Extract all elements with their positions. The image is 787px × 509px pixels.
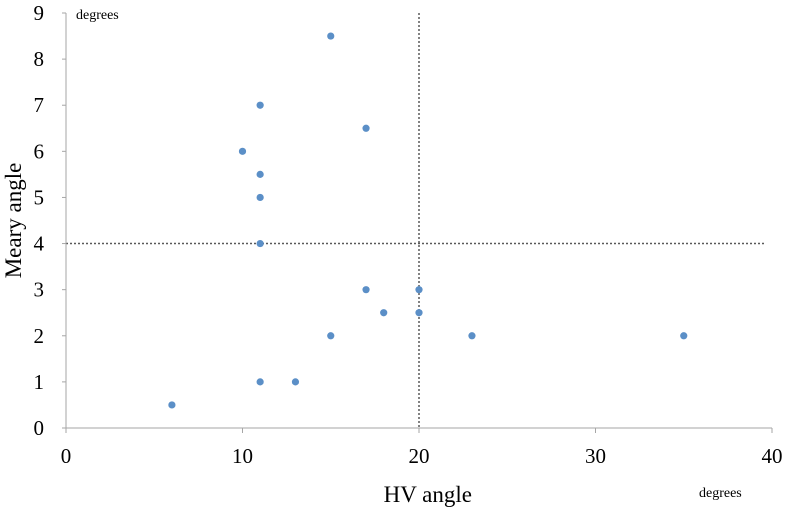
y-tick-label: 9 — [34, 1, 45, 25]
x-tick-label: 30 — [585, 444, 606, 468]
y-tick-labels: 0 1 2 3 4 5 6 7 8 9 — [34, 1, 66, 440]
data-point — [256, 239, 264, 248]
y-axis-title: Meary angle — [1, 163, 26, 279]
data-point — [468, 332, 476, 340]
x-axis-title: HV angle — [384, 482, 472, 507]
x-tick-labels: 0 10 20 30 40 — [61, 428, 783, 468]
data-point — [256, 378, 264, 386]
y-tick-label: 5 — [34, 185, 45, 209]
data-point — [256, 193, 264, 202]
data-point — [327, 332, 335, 340]
data-point — [238, 147, 247, 155]
y-tick-label: 6 — [34, 139, 45, 163]
x-tick-label: 20 — [409, 444, 430, 468]
data-points — [168, 32, 688, 409]
x-tick-label: 40 — [762, 444, 783, 468]
data-point — [415, 286, 423, 294]
y-tick-label: 4 — [34, 232, 45, 256]
reference-lines — [66, 13, 766, 428]
x-unit-label: degrees — [699, 486, 742, 501]
y-tick-label: 2 — [34, 324, 45, 348]
y-tick-label: 3 — [34, 278, 45, 302]
data-point — [291, 378, 300, 386]
y-tick-label: 1 — [34, 370, 45, 394]
y-tick-label: 8 — [34, 47, 45, 71]
y-tick-label: 0 — [34, 416, 45, 440]
data-point — [380, 309, 388, 317]
data-point — [362, 124, 370, 132]
data-point — [168, 401, 176, 409]
x-tick-label: 10 — [232, 444, 253, 468]
data-point — [256, 101, 264, 109]
data-point — [680, 332, 688, 340]
y-tick-label: 7 — [34, 93, 45, 117]
data-point — [327, 32, 335, 40]
data-point — [256, 170, 264, 178]
x-tick-label: 0 — [61, 444, 72, 468]
data-point — [362, 286, 370, 294]
y-unit-label: degrees — [76, 8, 119, 23]
data-point — [415, 309, 423, 317]
